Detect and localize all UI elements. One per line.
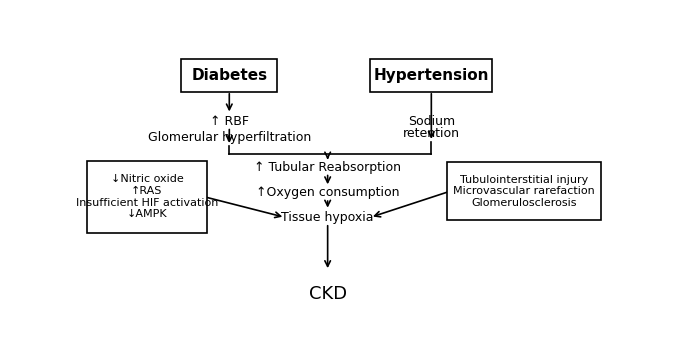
Text: retention: retention — [403, 127, 460, 140]
FancyBboxPatch shape — [370, 59, 493, 92]
Text: Diabetes: Diabetes — [191, 68, 268, 83]
Text: Tissue hypoxia: Tissue hypoxia — [281, 211, 374, 224]
Text: Tubulointerstitial injury
Microvascular rarefaction
Glomerulosclerosis: Tubulointerstitial injury Microvascular … — [453, 175, 595, 208]
Text: ↑ RBF: ↑ RBF — [210, 115, 249, 128]
FancyBboxPatch shape — [181, 59, 277, 92]
FancyBboxPatch shape — [447, 162, 602, 220]
Text: Sodium: Sodium — [407, 115, 455, 128]
FancyBboxPatch shape — [87, 161, 206, 232]
Text: ↑Oxygen consumption: ↑Oxygen consumption — [256, 186, 399, 199]
Text: Hypertension: Hypertension — [374, 68, 489, 83]
Text: Glomerular hyperfiltration: Glomerular hyperfiltration — [147, 131, 311, 144]
Text: ↓Nitric oxide
↑RAS
Insufficient HIF activation
↓AMPK: ↓Nitric oxide ↑RAS Insufficient HIF acti… — [75, 174, 218, 219]
Text: CKD: CKD — [309, 285, 346, 303]
Text: ↑ Tubular Reabsorption: ↑ Tubular Reabsorption — [254, 161, 401, 175]
